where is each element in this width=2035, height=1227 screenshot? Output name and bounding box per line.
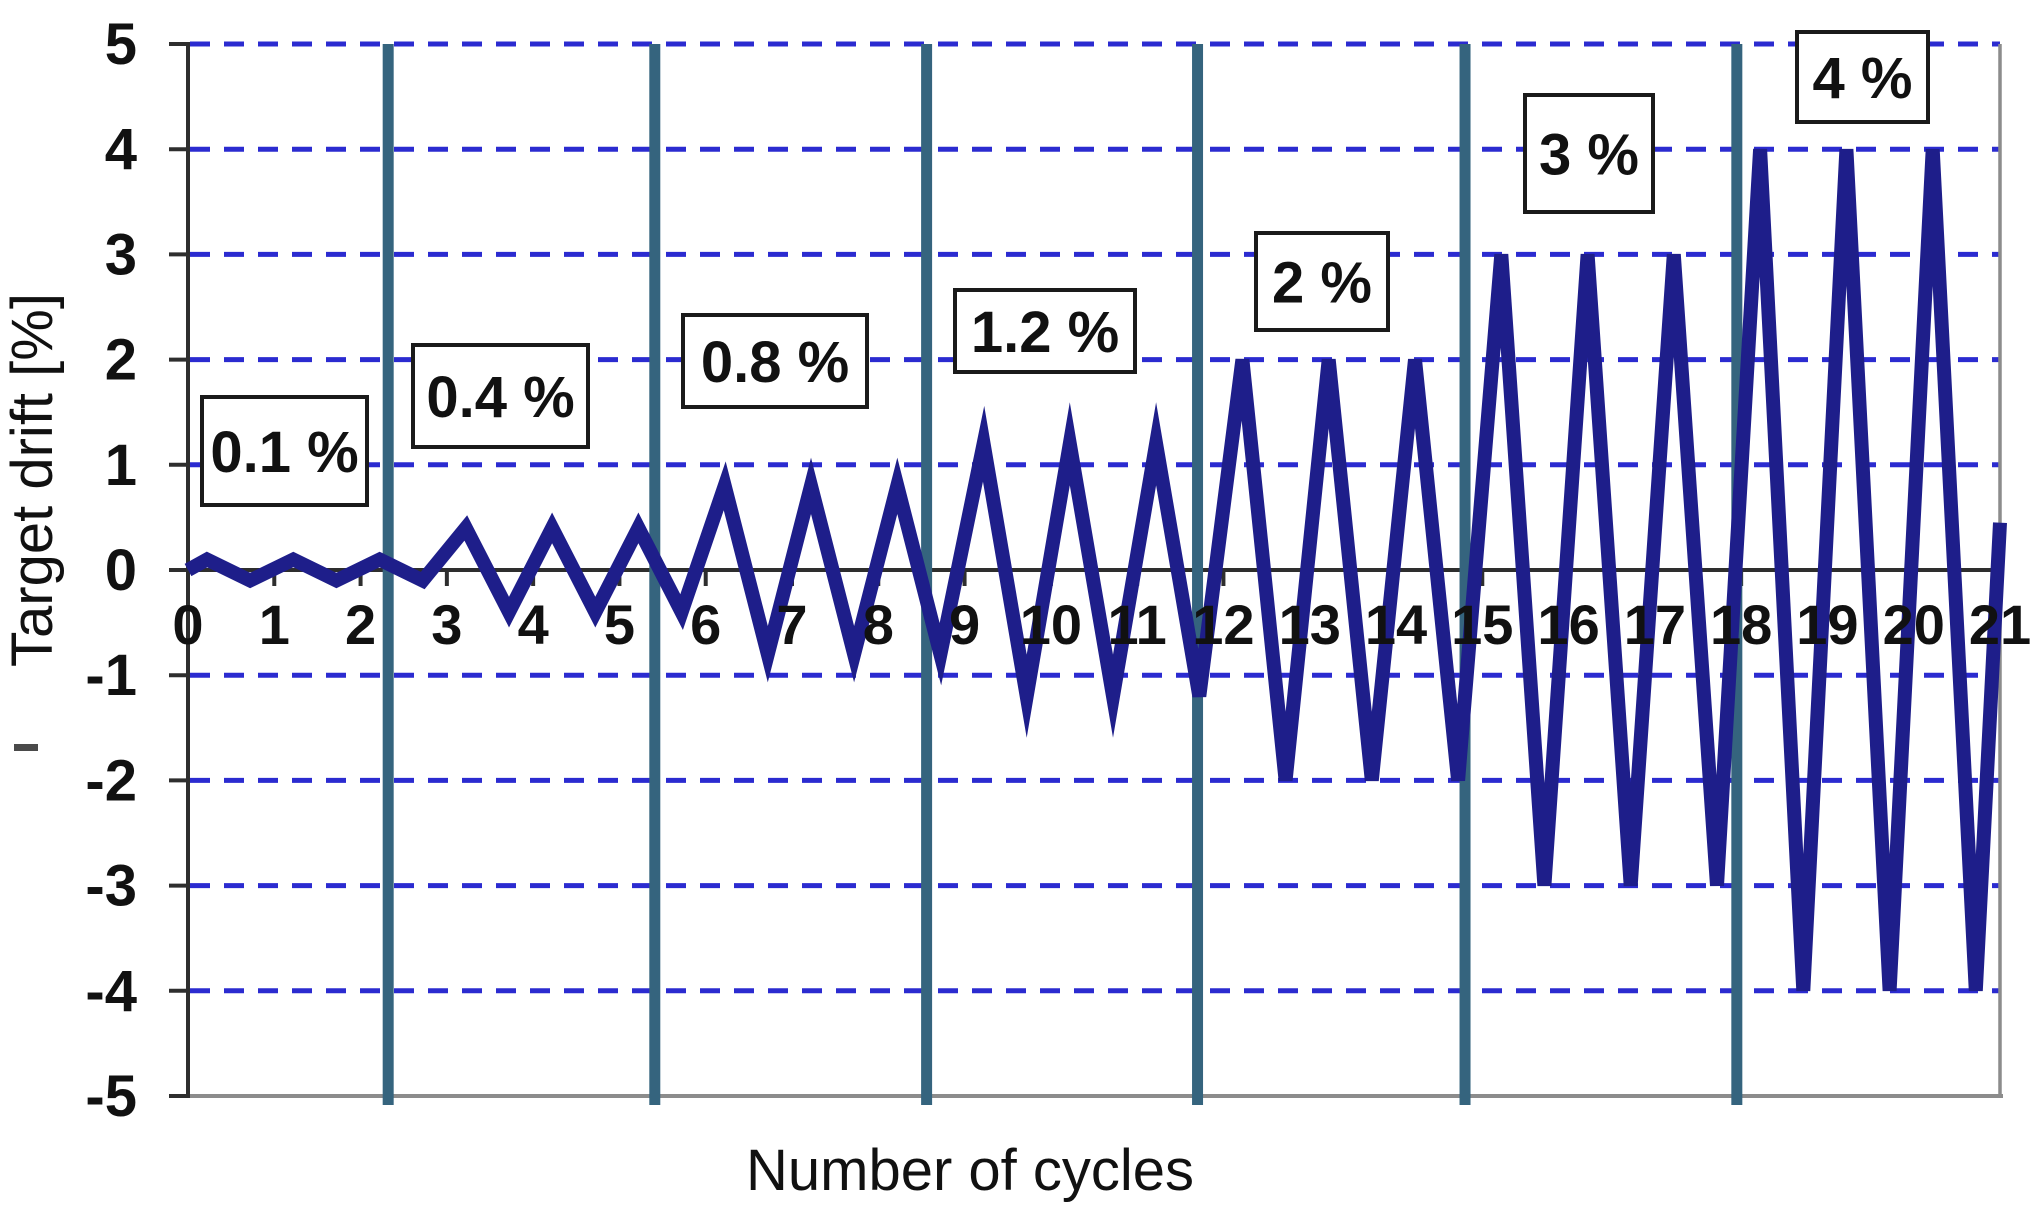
x-tick-label-3: 3 — [431, 593, 462, 656]
x-tick-label-8: 8 — [863, 593, 894, 656]
x-tick-label-14: 14 — [1365, 593, 1427, 656]
amplitude-label-box-2 — [411, 343, 590, 449]
x-tick-label-19: 19 — [1796, 593, 1858, 656]
y-tick-label-2: 2 — [105, 328, 137, 393]
x-tick-label-6: 6 — [690, 593, 721, 656]
x-tick-label-12: 12 — [1192, 593, 1254, 656]
x-tick-label-10: 10 — [1020, 593, 1082, 656]
y-tick-label-0: 0 — [105, 538, 137, 603]
x-tick-label-7: 7 — [776, 593, 807, 656]
y-tick-label--1: -1 — [85, 643, 137, 708]
y-tick-label-1: 1 — [105, 433, 137, 498]
x-tick-label-17: 17 — [1624, 593, 1686, 656]
amplitude-label-box-5 — [1254, 231, 1390, 332]
y-tick-label-4: 4 — [105, 117, 137, 182]
amplitude-label-box-6 — [1523, 93, 1655, 214]
x-tick-label-9: 9 — [949, 593, 980, 656]
amplitude-label-box-3 — [681, 313, 869, 409]
x-tick-label-0: 0 — [172, 593, 203, 656]
x-tick-label-13: 13 — [1279, 593, 1341, 656]
y-tick-label--3: -3 — [85, 854, 137, 919]
y-axis-title: Target drift [%] — [0, 293, 65, 667]
y-tick-label--5: -5 — [85, 1064, 137, 1129]
x-tick-label-1: 1 — [259, 593, 290, 656]
y-tick-label--4: -4 — [85, 959, 137, 1024]
target-drift-waveform — [184, 148, 2007, 992]
amplitude-label-box-7 — [1795, 30, 1930, 124]
x-tick-label-21: 21 — [1969, 593, 2031, 656]
amplitude-label-5: 2 % — [1272, 251, 1372, 316]
x-tick-label-20: 20 — [1883, 593, 1945, 656]
amplitude-label-7: 4 % — [1813, 46, 1913, 111]
amplitude-label-2: 0.4 % — [426, 365, 574, 430]
x-axis-title: Number of cycles — [746, 1138, 1194, 1203]
x-tick-label-16: 16 — [1537, 593, 1599, 656]
amplitude-label-box-4 — [953, 288, 1137, 374]
x-tick-label-2: 2 — [345, 593, 376, 656]
amplitude-label-4: 1.2 % — [971, 300, 1119, 365]
y-tick-label-3: 3 — [105, 222, 137, 287]
x-tick-label-15: 15 — [1451, 593, 1513, 656]
x-tick-label-5: 5 — [604, 593, 635, 656]
stray-mark — [14, 744, 38, 751]
amplitude-label-3: 0.8 % — [701, 330, 849, 395]
y-tick-label--2: -2 — [85, 748, 137, 813]
x-tick-label-11: 11 — [1108, 593, 1167, 656]
y-tick-label-5: 5 — [105, 12, 137, 77]
amplitude-label-6: 3 % — [1539, 123, 1639, 188]
x-tick-label-18: 18 — [1710, 593, 1772, 656]
amplitude-label-1: 0.1 % — [210, 420, 358, 485]
amplitude-label-box-1 — [200, 395, 369, 507]
x-tick-label-4: 4 — [518, 593, 549, 656]
